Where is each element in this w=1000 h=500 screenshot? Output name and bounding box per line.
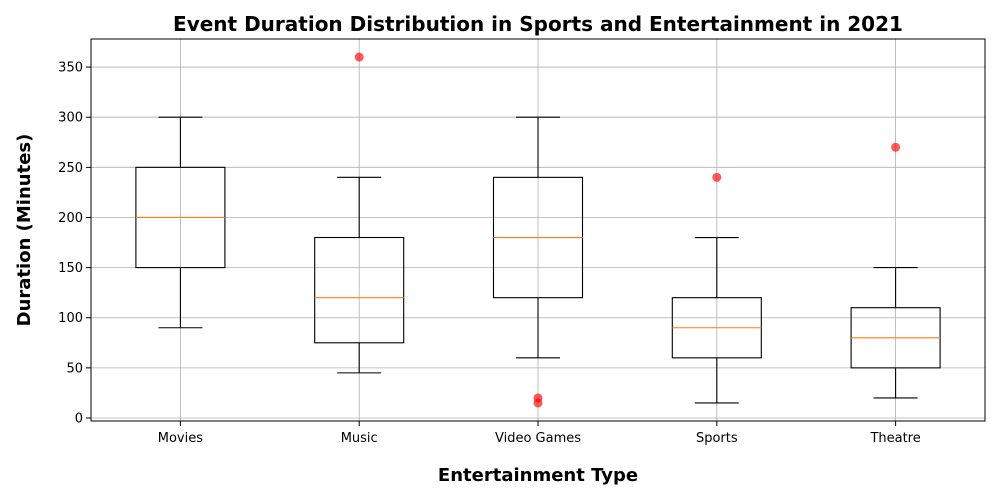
y-tick-label: 200 [58,211,83,226]
y-tick-label: 50 [66,361,83,376]
y-tick-label: 300 [58,111,83,126]
y-tick-label: 250 [58,161,83,176]
box-music [314,52,405,374]
box-sports [671,172,762,404]
iqr-box [314,236,405,344]
box-video-games [492,116,584,408]
x-tick-label: Theatre [869,431,920,446]
x-axis-ticks: Movies Music Video Games Sports Theatre [158,421,921,446]
x-tick-label: Video Games [495,431,581,446]
x-axis-label: Entertainment Type [438,465,638,486]
outlier-point [891,142,901,152]
x-tick-label: Music [341,431,378,446]
outlier-point [712,172,722,182]
chart-title: Event Duration Distribution in Sports an… [173,12,903,36]
box-theatre [850,142,941,399]
x-tick-label: Movies [158,431,203,446]
boxes [135,52,941,408]
x-tick-label: Sports [696,431,738,446]
y-tick-label: 150 [58,261,83,276]
outlier-point [354,52,364,62]
y-tick-label: 100 [58,311,83,326]
y-tick-label: 350 [58,61,83,76]
y-axis-label: Duration (Minutes) [14,134,35,327]
box-movies [135,116,226,329]
y-tick-label: 0 [75,411,83,426]
y-axis-ticks: 0 50 100 150 200 250 300 350 [58,61,91,426]
outlier-point [533,398,543,408]
